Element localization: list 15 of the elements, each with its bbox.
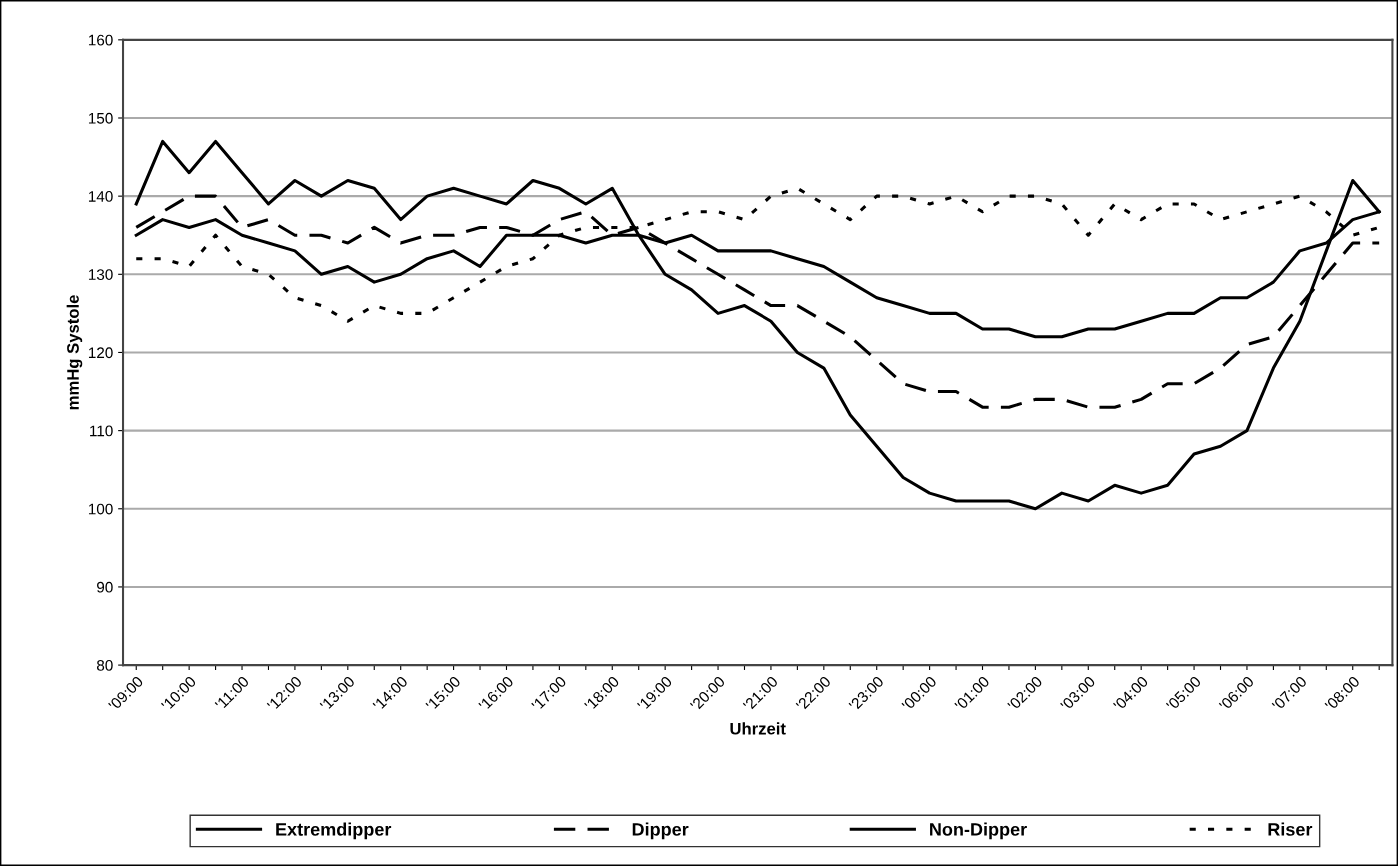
y-tick-label: 120 bbox=[88, 347, 113, 359]
legend-label: Extremdipper bbox=[276, 822, 392, 840]
y-tick-label: 130 bbox=[88, 269, 113, 280]
legend-label: Non-Dipper bbox=[930, 822, 1027, 840]
y-tick-label: 90 bbox=[97, 581, 113, 593]
legend-label: Riser bbox=[1268, 822, 1313, 836]
y-tick-label: 150 bbox=[88, 112, 113, 124]
y-tick-label: 160 bbox=[88, 34, 113, 46]
y-axis-title: mmHg Systole bbox=[66, 295, 83, 410]
y-tick-label: 80 bbox=[96, 659, 113, 671]
y-tick-label: 100 bbox=[88, 503, 113, 515]
y-tick-label: 110 bbox=[90, 425, 113, 437]
legend-label: Dipper bbox=[632, 822, 689, 840]
x-axis-title: Uhrzeit bbox=[730, 722, 786, 735]
y-tick-label: 140 bbox=[88, 191, 113, 202]
